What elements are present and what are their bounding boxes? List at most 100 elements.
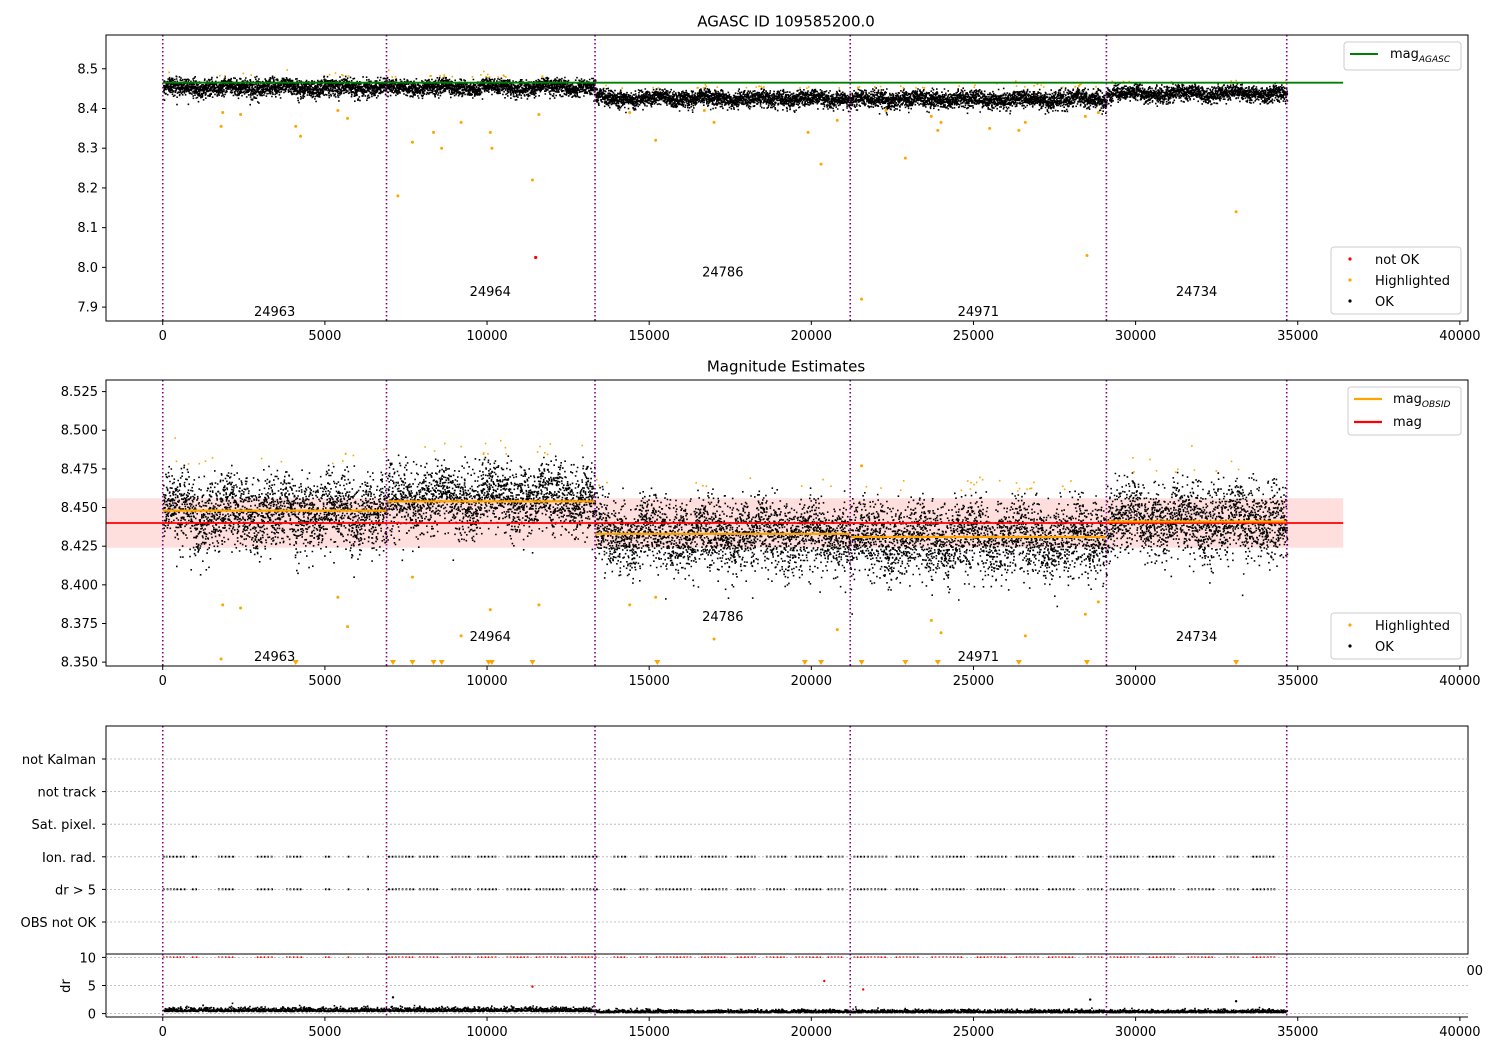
highlighted-point	[336, 595, 340, 599]
y-tick-label: 7.9	[77, 301, 98, 316]
flag-category-label: Sat. pixel.	[32, 818, 96, 833]
highlighted-point	[346, 116, 350, 120]
highlighted-point	[702, 108, 706, 112]
y-tick-label: 8.425	[61, 540, 98, 555]
clipped-point-marker	[488, 660, 495, 665]
y-tick-label: 8.500	[61, 424, 98, 439]
clipped-point-marker	[801, 660, 808, 665]
obsid-label: 24964	[470, 285, 511, 300]
highlighted-point	[654, 595, 658, 599]
dr-outlier-point	[823, 979, 826, 983]
x-tick-label: 30000	[1115, 329, 1156, 344]
legend-box	[1330, 246, 1462, 315]
obsid-label: 24963	[254, 650, 295, 665]
x-tick-label: 10000	[466, 1025, 507, 1040]
highlighted-point	[490, 146, 494, 150]
clipped-point-marker	[858, 660, 865, 665]
highlighted-point	[929, 618, 933, 622]
highlighted-point	[860, 297, 864, 301]
y-tick-label: 8.1	[77, 221, 98, 236]
x-tick-label: 25000	[953, 674, 994, 689]
y-tick-label: 8.4	[77, 102, 98, 117]
legend-marker	[1348, 299, 1352, 303]
flag-category-label: not Kalman	[22, 753, 96, 768]
y-tick-label: 8.525	[61, 385, 98, 400]
legend-label: OK	[1375, 640, 1394, 655]
axes-frame	[105, 379, 1469, 667]
x-tick-label: 15000	[628, 1025, 669, 1040]
highlighted-point	[929, 114, 933, 118]
panel1-ok-points	[162, 75, 1289, 116]
y-tick-label: 8.3	[77, 142, 98, 157]
highlighted-point	[537, 603, 541, 607]
dr-outlier-point	[1234, 1000, 1238, 1003]
magnitude-estimates-panel: Magnitude Estimates 0 5000 10000 15000 20000…	[61, 358, 1481, 690]
clipped-point-marker	[409, 660, 416, 665]
dr-ok-points	[162, 1002, 1289, 1014]
y-tick-label: 0	[88, 1008, 96, 1023]
dr-outlier-point	[1089, 998, 1092, 1001]
highlighted-point	[440, 146, 444, 150]
x-tick-label: 0	[159, 674, 167, 689]
highlighted-point	[299, 134, 303, 138]
highlighted-point	[939, 631, 943, 635]
dr-outlier-point	[531, 985, 534, 988]
flags-panel: not Kalman not track Sat. pixel. Ion. rad. d…	[21, 725, 1469, 955]
y-tick-label: 8.0	[77, 261, 98, 276]
clipped-point-marker	[818, 660, 825, 665]
highlighted-point	[884, 108, 888, 112]
legend-marker	[1348, 623, 1352, 627]
panel1-legend-agasc: magAGASC	[1343, 41, 1462, 71]
x-tick-label: 20000	[791, 674, 832, 689]
y-tick-label: 8.350	[61, 656, 98, 671]
highlighted-point	[628, 603, 632, 607]
highlighted-point	[396, 194, 400, 198]
highlighted-point	[432, 130, 436, 134]
panel1-obsid-labels: 24963 24964 24786 24971 24734	[254, 265, 1217, 320]
axes-frame	[105, 34, 1469, 322]
legend-marker	[1348, 644, 1352, 648]
highlighted-point	[1023, 120, 1027, 124]
panel2-points	[162, 437, 1289, 665]
panel2-title: Magnitude Estimates	[707, 358, 865, 376]
clipped-point-marker	[902, 660, 909, 665]
legend-marker	[1348, 278, 1352, 282]
highlighted-point	[537, 112, 541, 116]
x-tick-label: 40000	[1439, 674, 1480, 689]
clipped-point-marker	[430, 660, 437, 665]
x-tick-label: 30000	[1115, 1025, 1156, 1040]
highlighted-point	[903, 156, 907, 160]
highlighted-point	[410, 575, 414, 579]
y-tick-label: 8.400	[61, 578, 98, 593]
dr-clipped-points	[162, 956, 1276, 958]
highlighted-point	[939, 120, 943, 124]
highlighted-point	[221, 110, 225, 114]
dr-outlier-point	[391, 996, 395, 999]
clipped-point-marker	[1015, 660, 1022, 665]
x-tick-label: 10000	[466, 329, 507, 344]
highlighted-point	[219, 657, 223, 661]
highlighted-point	[1083, 114, 1087, 118]
highlighted-point	[1083, 612, 1087, 616]
highlighted-point	[219, 124, 223, 128]
highlighted-point	[410, 140, 414, 144]
x-tick-label: 0	[159, 329, 167, 344]
obsid-label: 24734	[1176, 630, 1217, 645]
clipped-point-marker	[654, 660, 661, 665]
panel2-axes: 0 5000 10000 15000 20000 25000 30000 35000 40000…	[61, 379, 1481, 689]
x-tick-label: 20000	[791, 1025, 832, 1040]
highlighted-point	[1017, 128, 1021, 132]
x-tick-label: 40000	[1439, 329, 1480, 344]
highlighted-point	[1234, 210, 1238, 214]
legend-label: Highlighted	[1375, 619, 1450, 634]
legend-label: not OK	[1375, 253, 1420, 268]
legend-label: OK	[1375, 295, 1394, 310]
legend-label: mag	[1393, 415, 1422, 430]
highlighted-point	[1085, 253, 1089, 257]
x-tick-label: 35000	[1277, 674, 1318, 689]
legend-marker	[1348, 257, 1352, 261]
highlighted-point	[221, 603, 225, 607]
x-tick-label: 5000	[308, 1025, 341, 1040]
